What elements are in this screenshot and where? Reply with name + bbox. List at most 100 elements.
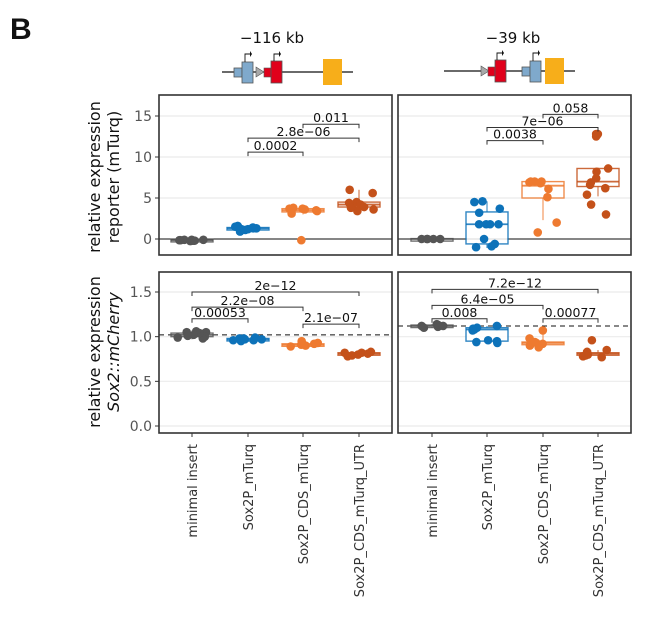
box-Sox2P_CDS_mTurq_UTR [337, 347, 381, 361]
y-tick-label: 1.5 [130, 285, 152, 301]
data-point [353, 206, 362, 216]
data-point [438, 321, 448, 331]
data-point [312, 206, 322, 216]
bracket-line [191, 291, 360, 296]
blue-promoter-body [529, 60, 542, 83]
red-promoter-small [487, 66, 496, 77]
x-category-label: minimal insert [186, 444, 201, 538]
y-axis-title-line1: relative expression [85, 276, 104, 428]
x-category-label: Sox2P_CDS_mTurq [297, 444, 312, 564]
data-point [368, 188, 377, 198]
significance-bracket: 0.00053 [191, 305, 249, 323]
y-tick-label: 1.0 [130, 330, 152, 346]
bracket-line [431, 304, 544, 310]
data-point [345, 185, 354, 195]
blue-promoter-small [521, 66, 531, 77]
p-value-label: 7e−06 [521, 113, 563, 128]
significance-bracket: 2.2e−08 [191, 293, 304, 312]
y-tick-label: 5 [143, 191, 152, 207]
data-point [474, 219, 484, 229]
significance-bracket: 0.0002 [247, 138, 304, 157]
box-Sox2P_mTurq [465, 196, 509, 252]
box-Sox2P_mTurq [226, 333, 270, 346]
data-point [423, 234, 432, 244]
bracket-line [247, 151, 304, 157]
data-point [233, 221, 243, 231]
data-point [544, 184, 553, 194]
red-promoter-body [270, 60, 283, 84]
significance-bracket: 7.2e−12 [431, 275, 599, 294]
p-value-label: 0.0038 [493, 127, 537, 142]
triangle-icon [480, 65, 490, 77]
data-point [183, 331, 193, 341]
data-point [309, 339, 319, 349]
box-Sox2P_CDS_mTurq [521, 177, 565, 237]
data-point [286, 342, 295, 351]
significance-bracket: 2e−12 [191, 278, 360, 296]
y-tick-label: 0.5 [130, 374, 152, 390]
panel-frame [158, 94, 393, 256]
construct-label: −39 kb [486, 29, 541, 47]
p-value-label: 0.0002 [254, 138, 298, 153]
p-value-label: 2.8e−06 [277, 124, 331, 139]
data-point [297, 235, 306, 245]
tss-arrow-icon [273, 53, 279, 61]
significance-bracket: 0.058 [542, 100, 599, 119]
box-minimal insert [410, 319, 454, 333]
box-Sox2P_CDS_mTurq [281, 336, 325, 351]
data-point [369, 205, 378, 214]
data-point [298, 204, 307, 213]
data-point [173, 333, 183, 342]
data-point [346, 203, 356, 213]
y-tick-label: 10 [134, 150, 152, 166]
x-category-label: Sox2P_mTurq [242, 444, 257, 530]
data-point [525, 178, 534, 187]
significance-bracket: 0.008 [431, 305, 488, 323]
tss-arrow-icon [532, 52, 538, 61]
bracket-line [431, 318, 488, 323]
red-promoter-small [263, 67, 272, 78]
p-value-label: 0.00077 [545, 305, 597, 320]
data-point [586, 200, 596, 209]
construct-label: −116 kb [240, 29, 304, 47]
construct-39kb: −39 kb [444, 29, 575, 84]
data-point [479, 234, 489, 244]
data-point [603, 164, 613, 173]
box-minimal insert [170, 327, 214, 343]
y-axis-title-line2: reporter (mTurq) [104, 111, 123, 243]
data-point [248, 224, 258, 233]
significance-bracket: 0.00077 [542, 305, 599, 323]
data-point [359, 202, 369, 212]
data-point [250, 333, 260, 342]
data-point [591, 132, 601, 141]
significance-bracket: 7e−06 [486, 113, 599, 132]
bracket-line [542, 113, 599, 119]
data-point [471, 242, 481, 252]
data-point [228, 335, 238, 345]
p-value-label: 2.1e−07 [304, 310, 358, 325]
bracket-line [191, 318, 249, 323]
bracket-line [431, 288, 599, 294]
p-value-label: 0.008 [442, 305, 478, 320]
triangle-icon [255, 66, 265, 78]
box-minimal insert [170, 235, 214, 246]
data-point [581, 351, 590, 360]
yellow-enhancer [323, 59, 342, 85]
data-point [470, 197, 479, 207]
y-tick-label: 0 [143, 232, 152, 248]
tss-arrow-icon [244, 53, 250, 62]
data-point [340, 348, 350, 358]
data-point [495, 204, 505, 213]
data-point [492, 321, 502, 331]
data-point [483, 335, 493, 345]
significance-bracket: 0.011 [302, 110, 360, 129]
data-point [435, 234, 445, 244]
data-point [536, 178, 545, 188]
box-Sox2P_CDS_mTurq_UTR [576, 129, 620, 219]
p-value-label: 2.2e−08 [221, 293, 275, 308]
data-point [417, 234, 426, 244]
